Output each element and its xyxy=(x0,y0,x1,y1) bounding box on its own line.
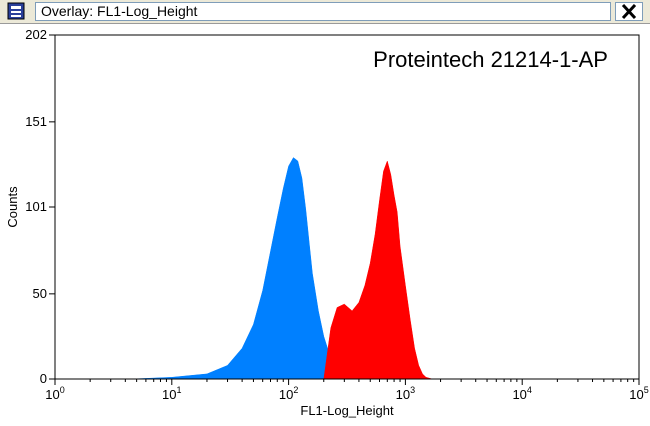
series-2-area xyxy=(323,160,433,380)
y-tick-label: 151 xyxy=(25,114,47,129)
y-axis: 0 50 101 151 202 xyxy=(25,27,55,386)
x-tick-label: 102 xyxy=(279,385,298,402)
series-1-area xyxy=(131,157,353,380)
x-tick-label: 100 xyxy=(45,385,64,402)
flow-cytometry-histogram: 0 50 101 151 202 100 101 102 103 104 105 Proteint… xyxy=(5,27,649,418)
y-tick-label: 202 xyxy=(25,27,47,42)
y-axis-label: Counts xyxy=(5,186,20,228)
x-tick-label: 103 xyxy=(396,385,415,402)
close-button[interactable] xyxy=(615,2,643,21)
x-axis-label: FL1-Log_Height xyxy=(300,403,394,418)
histogram-window-icon[interactable] xyxy=(3,2,31,21)
series-layer xyxy=(131,157,433,380)
window-titlebar: Overlay: FL1-Log_Height xyxy=(0,0,650,24)
x-tick-label: 105 xyxy=(629,385,648,402)
y-tick-label: 101 xyxy=(25,199,47,214)
window-title: Overlay: FL1-Log_Height xyxy=(35,2,611,21)
chart-title: Proteintech 21214-1-AP xyxy=(373,47,608,72)
y-tick-label: 0 xyxy=(40,371,47,386)
x-tick-label: 104 xyxy=(512,385,531,402)
x-tick-label: 101 xyxy=(162,385,181,402)
close-x-icon xyxy=(621,3,637,20)
y-tick-label: 50 xyxy=(33,286,47,301)
x-axis: 100 101 102 103 104 105 xyxy=(45,379,649,402)
